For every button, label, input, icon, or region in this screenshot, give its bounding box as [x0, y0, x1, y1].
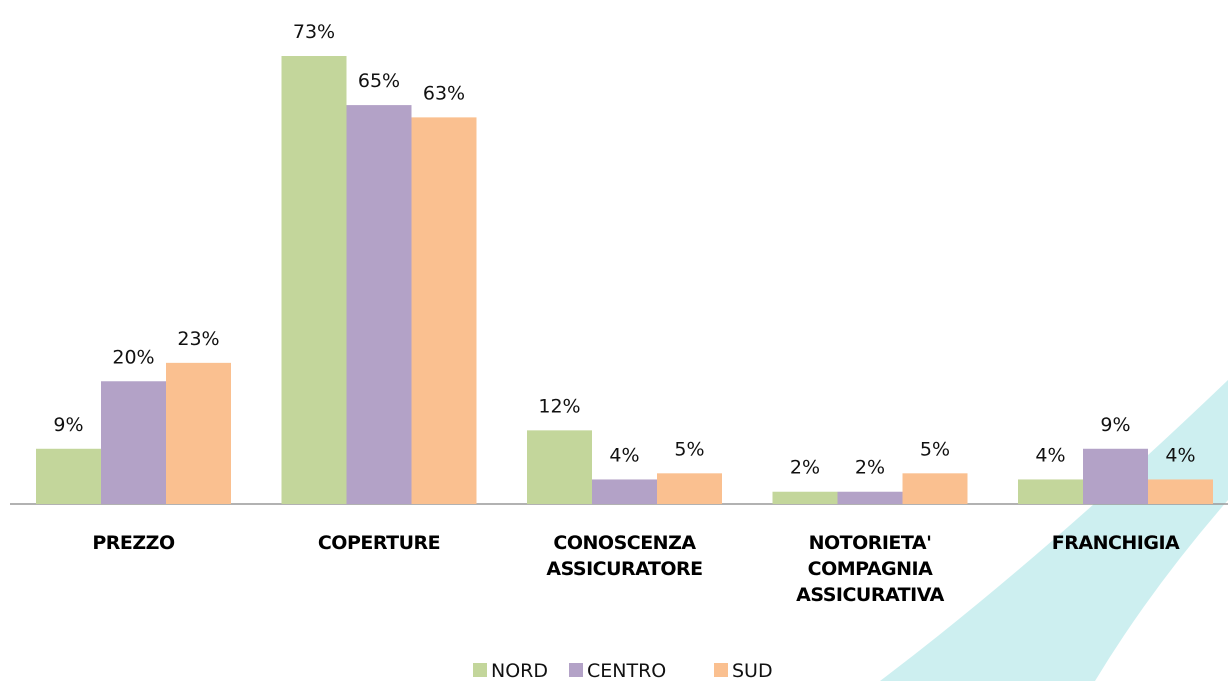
bar [592, 479, 657, 504]
x-tick-label: FRANCHIGIA [1051, 532, 1180, 554]
x-tick-label: COPERTURE [317, 532, 441, 554]
x-tick-label: PREZZO [92, 532, 175, 554]
value-label: 2% [855, 457, 885, 479]
bar [772, 491, 838, 504]
bar [902, 473, 968, 504]
bar [101, 381, 166, 504]
value-label: 23% [177, 328, 219, 350]
bar [36, 448, 101, 504]
bar [1148, 479, 1213, 504]
value-label: 4% [1165, 444, 1195, 466]
value-label: 5% [920, 438, 950, 460]
bar [411, 117, 477, 504]
value-label: 4% [609, 444, 639, 466]
value-label: 9% [1100, 414, 1130, 436]
value-label: 65% [358, 70, 400, 92]
value-label: 5% [674, 438, 704, 460]
bar [657, 473, 722, 504]
bar [1018, 479, 1083, 504]
value-label: 63% [423, 82, 465, 104]
decoration [880, 380, 1228, 681]
value-label: 20% [112, 346, 154, 368]
x-tick-label: CONOSCENZA ASSICURATORE [546, 532, 703, 580]
value-label: 12% [538, 395, 580, 417]
value-label: 4% [1035, 444, 1065, 466]
legend-swatch [714, 663, 728, 677]
bar [166, 362, 231, 504]
legend-label: SUD [732, 660, 773, 681]
legend-label: NORD [491, 660, 548, 681]
value-label: 2% [790, 457, 820, 479]
bar [527, 430, 592, 504]
value-label: 9% [53, 414, 83, 436]
bar [281, 56, 347, 504]
bar [1083, 448, 1148, 504]
legend-label: CENTRO [587, 660, 666, 681]
legend-swatch [473, 663, 487, 677]
bar [837, 491, 903, 504]
x-tick-label: NOTORIETA' COMPAGNIA ASSICURATIVA [796, 532, 944, 606]
value-label: 73% [293, 21, 335, 43]
legend-swatch [569, 663, 583, 677]
bar [346, 105, 412, 505]
